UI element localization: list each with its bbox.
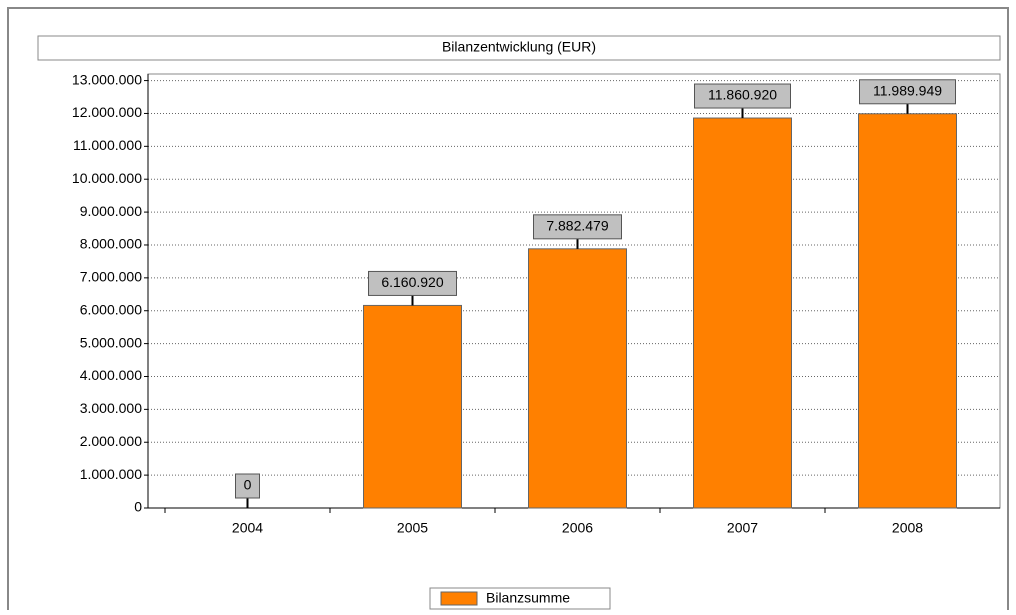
data-label: 0 [244, 477, 252, 493]
bar [693, 117, 792, 509]
y-tick-label: 6.000.000 [80, 301, 142, 317]
y-tick-label: 13.000.000 [72, 71, 142, 87]
data-label: 11.989.949 [873, 82, 942, 98]
x-tick-label: 2005 [397, 520, 428, 536]
y-tick-label: 8.000.000 [80, 236, 142, 252]
data-label: 6.160.920 [381, 274, 443, 290]
legend-swatch [440, 591, 478, 606]
label-box [533, 214, 622, 240]
label-box [694, 83, 791, 109]
y-tick-label: 7.000.000 [80, 269, 142, 285]
bar [528, 248, 627, 509]
label-box [368, 270, 457, 296]
data-label: 11.860.920 [708, 87, 777, 103]
x-tick-label: 2008 [892, 520, 923, 536]
legend-label: Bilanzsumme [486, 590, 570, 606]
data-label: 7.882.479 [546, 218, 608, 234]
label-box [235, 473, 260, 499]
x-tick-label: 2006 [562, 520, 593, 536]
y-tick-label: 1.000.000 [80, 466, 142, 482]
chart-title: Bilanzentwicklung (EUR) [442, 39, 596, 55]
y-tick-label: 2.000.000 [80, 433, 142, 449]
y-tick-label: 10.000.000 [72, 170, 142, 186]
title-box [37, 35, 1001, 61]
x-tick-label: 2004 [232, 520, 263, 536]
y-tick-label: 0 [134, 499, 142, 515]
y-tick-label: 5.000.000 [80, 334, 142, 350]
y-tick-label: 9.000.000 [80, 203, 142, 219]
label-box [859, 79, 956, 105]
y-tick-label: 3.000.000 [80, 400, 142, 416]
bar [363, 304, 462, 509]
x-tick-label: 2007 [727, 520, 758, 536]
y-tick-label: 12.000.000 [72, 104, 142, 120]
bar [858, 113, 957, 509]
y-tick-label: 4.000.000 [80, 367, 142, 383]
y-tick-label: 11.000.000 [73, 137, 142, 153]
